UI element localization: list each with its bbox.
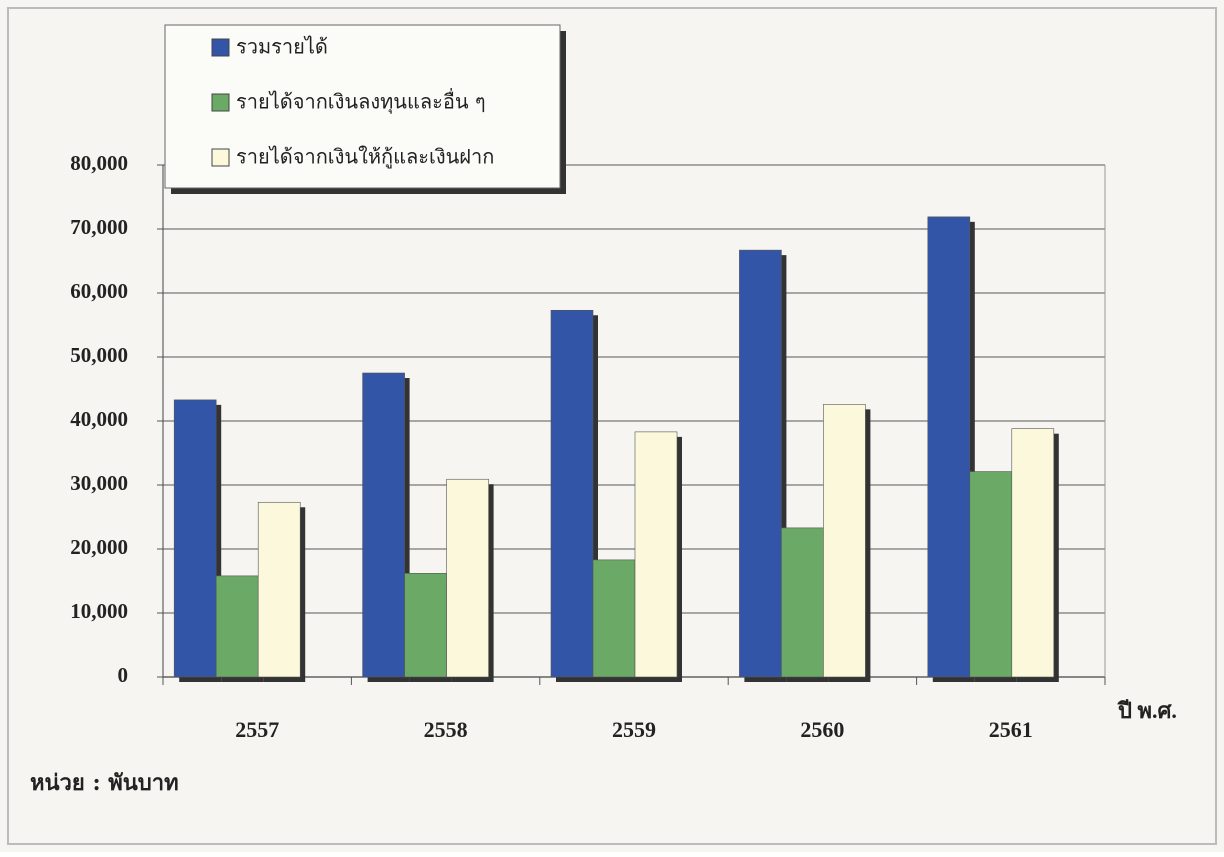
x-tick-label: 2557: [235, 717, 279, 742]
legend: [164, 24, 561, 189]
x-tick-label: 2559: [612, 717, 656, 742]
x-tick-label: 2558: [424, 717, 468, 742]
bar: [215, 575, 259, 678]
x-axis-label: ปี พ.ศ.: [1117, 698, 1177, 723]
bar: [592, 559, 636, 678]
bar: [739, 249, 782, 678]
legend-label: รายได้จากเงินให้กู้และเงินฝาก: [236, 145, 494, 170]
y-tick-label: 10,000: [70, 599, 128, 623]
y-tick-label: 0: [118, 663, 129, 687]
bar: [257, 501, 301, 678]
bar: [173, 399, 217, 678]
bar: [446, 478, 489, 678]
bar: [823, 404, 866, 678]
legend-label: รายได้จากเงินลงทุนและอื่น ๆ: [236, 88, 486, 115]
bar: [404, 573, 447, 678]
bar: [969, 471, 1013, 678]
x-tick-label: 2560: [800, 717, 844, 742]
bar: [550, 309, 594, 678]
y-tick-label: 70,000: [70, 215, 128, 239]
unit-note: หน่วย : พันบาท: [30, 770, 179, 796]
legend-swatch: [211, 38, 230, 57]
y-tick-label: 80,000: [70, 151, 128, 175]
legend-label: รวมรายได้: [236, 35, 328, 59]
y-tick-label: 20,000: [70, 535, 128, 559]
bar: [1011, 428, 1055, 678]
frame: [7, 7, 1217, 845]
bar: [927, 216, 971, 678]
bar: [634, 431, 678, 678]
y-tick-label: 60,000: [70, 279, 128, 303]
bar: [362, 372, 405, 678]
bar: [781, 527, 824, 678]
x-tick-label: 2561: [989, 717, 1033, 742]
y-tick-label: 30,000: [70, 471, 128, 495]
y-tick-label: 40,000: [70, 407, 128, 431]
legend-swatch: [211, 93, 230, 112]
legend-swatch: [211, 148, 230, 167]
y-tick-label: 50,000: [70, 343, 128, 367]
